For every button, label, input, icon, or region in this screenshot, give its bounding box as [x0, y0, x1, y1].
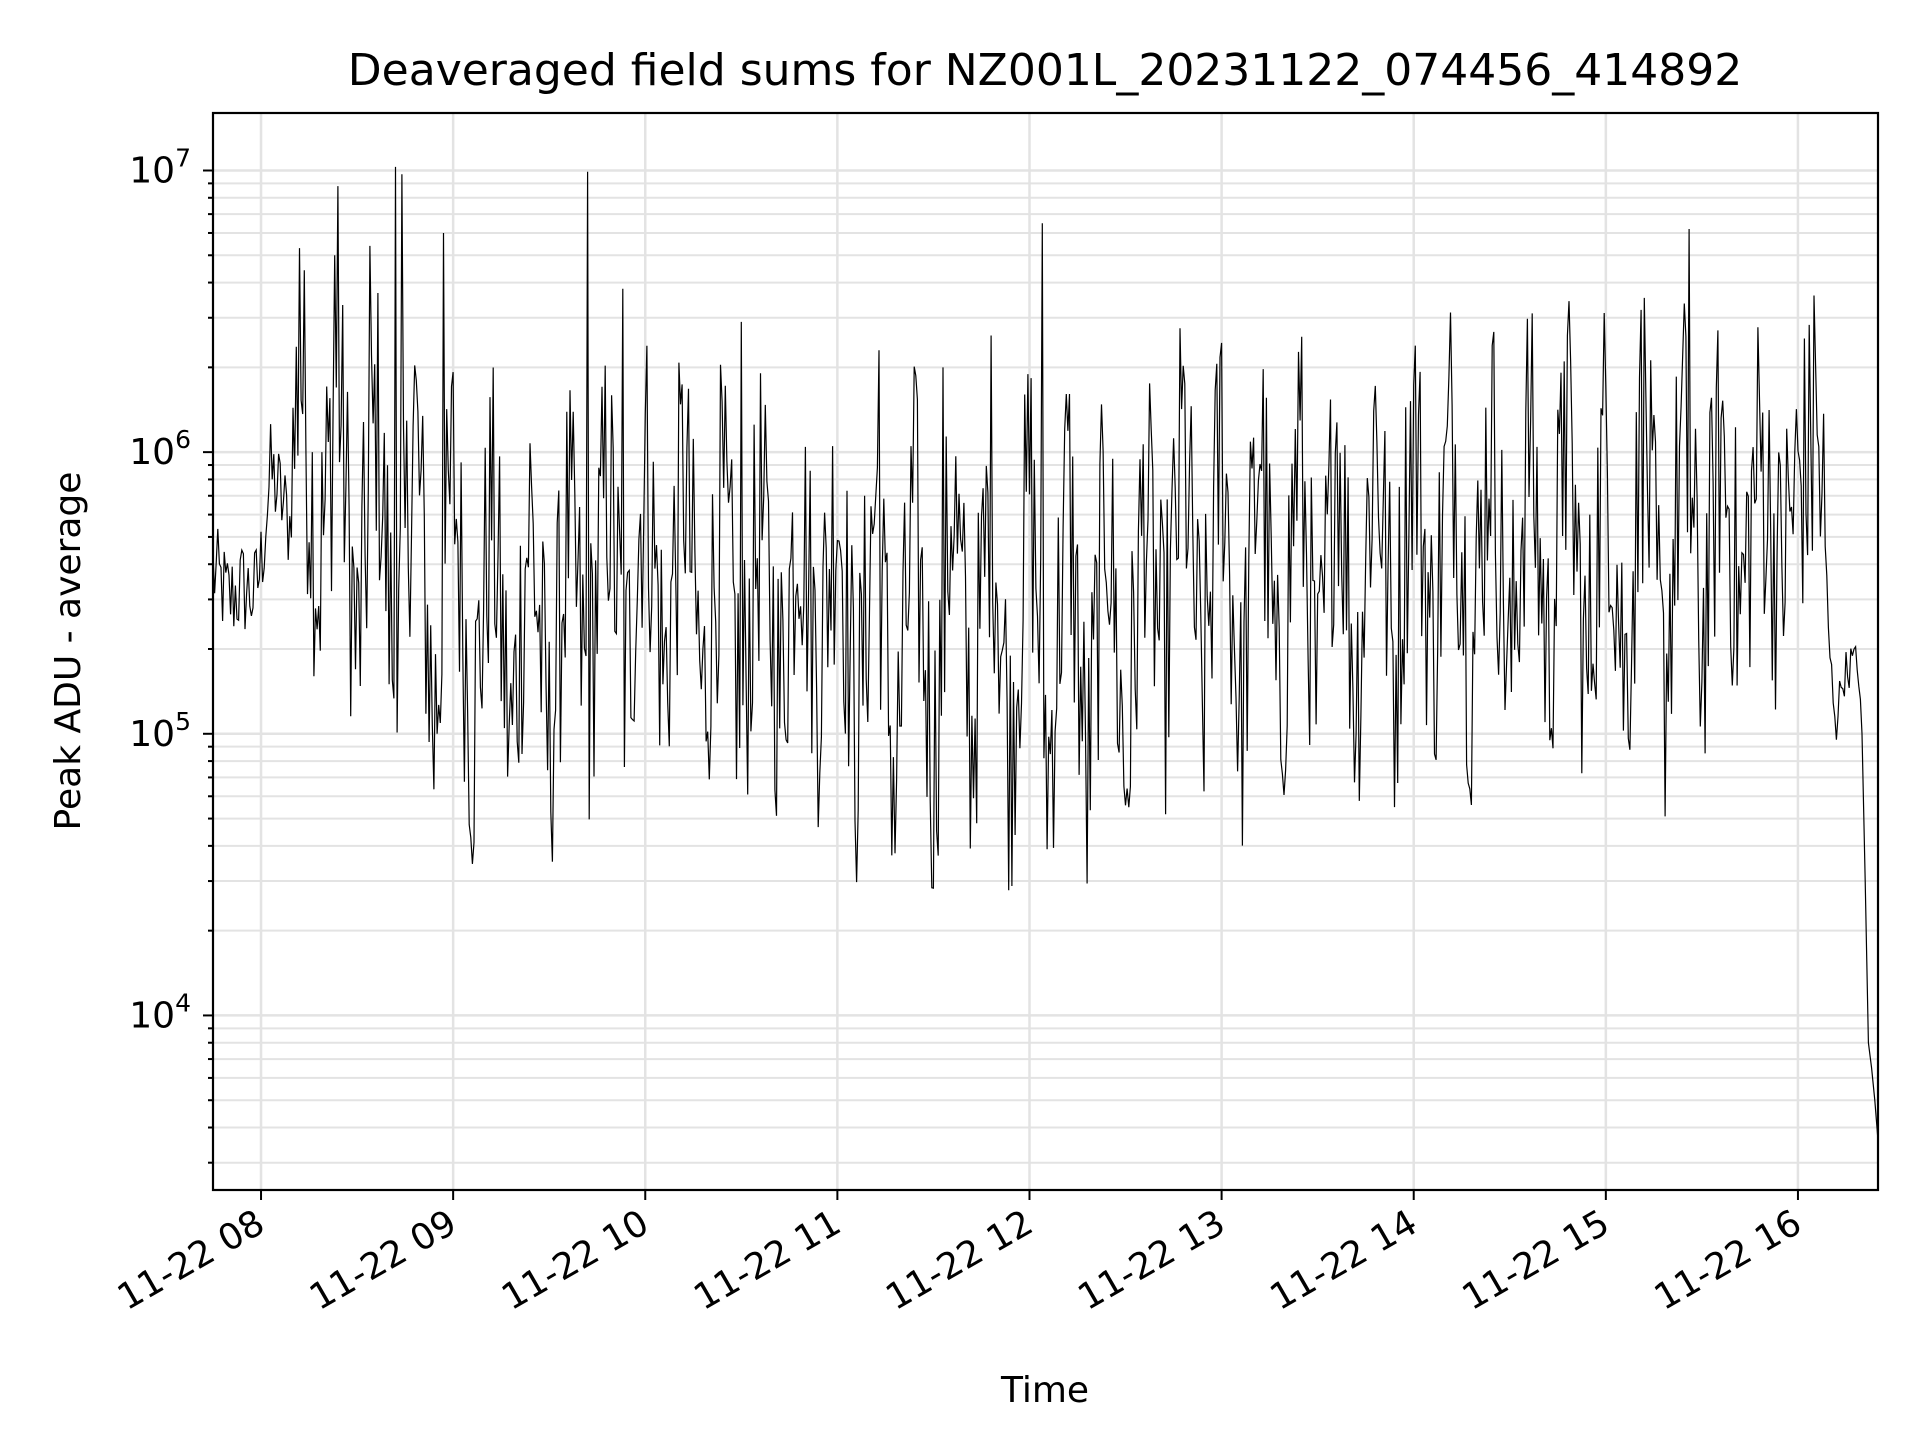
series-layer [212, 166, 1879, 1141]
plot-frame [211, 111, 1880, 1192]
y-axis-label: Peak ADU - average [48, 472, 89, 831]
x-axis-label: Time [1000, 1370, 1089, 1411]
chart-title: Deaveraged field sums for NZ001L_2023112… [348, 45, 1742, 96]
y-tick-label: 104 [129, 988, 191, 1036]
y-tick-label: 106 [129, 425, 191, 473]
y-tick-label: 107 [129, 143, 191, 191]
y-tick-label: 105 [129, 707, 191, 755]
series-line [212, 166, 1879, 1141]
